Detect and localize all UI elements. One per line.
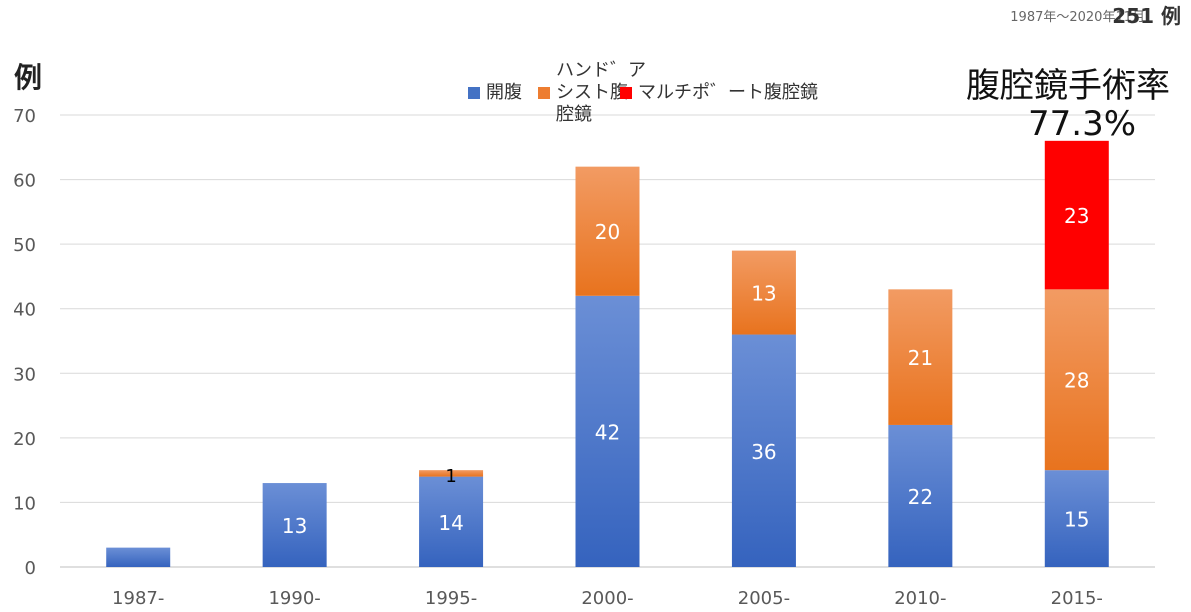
bars (106, 140, 1109, 567)
legend-swatch-red (620, 87, 632, 99)
bar-value-label: 1 (445, 466, 456, 487)
x-tick-label: 1987- (112, 588, 164, 609)
y-tick-label: 20 (13, 429, 36, 450)
bar-segment (419, 476, 484, 567)
laparoscopic-rate-title: 腹腔鏡手術率 (966, 66, 1170, 106)
y-tick-label: 60 (13, 171, 36, 192)
bar-value-label: 13 (751, 282, 776, 306)
legend-swatch-orange (538, 87, 550, 99)
x-tick-label: 2015- (1051, 588, 1103, 609)
data-labels: 13 14 1 42 20 36 13 22 21 15 28 23 (282, 204, 1090, 538)
y-tick-label: 70 (13, 106, 36, 127)
bar-segment (731, 334, 796, 567)
bar-value-label: 13 (282, 514, 307, 538)
bar-segment (888, 424, 953, 567)
legend-item-multiport: マルチポ゛ート腹腔鏡 (620, 82, 818, 104)
bar-value-label: 15 (1064, 508, 1089, 532)
bar-segment (575, 295, 640, 567)
x-tick-label: 2010- (894, 588, 946, 609)
bar-value-label: 14 (438, 511, 463, 535)
y-tick-label: 10 (13, 493, 36, 514)
bar-segment (1044, 140, 1109, 290)
bar-value-label: 42 (595, 420, 620, 444)
x-tick-label: 1995- (425, 588, 477, 609)
y-tick-label: 30 (13, 364, 36, 385)
bar-segment (1044, 470, 1109, 567)
y-tick-label: 40 (13, 300, 36, 321)
x-tick-label: 1990- (268, 588, 320, 609)
legend-label-open: 開腹 (486, 82, 522, 103)
bar-value-label: 20 (595, 220, 620, 244)
total-count: 251 例 (1112, 4, 1181, 28)
x-tick-label: 2005- (738, 588, 790, 609)
legend-item-hand-assist: ハンド゛ア シスト腹 腔鏡 (538, 60, 646, 126)
bar-value-label: 21 (908, 346, 933, 370)
bar-segment (106, 547, 171, 567)
bar-segment (419, 470, 484, 477)
legend-label-hand-assist: ハンド゛ア シスト腹 腔鏡 (556, 60, 646, 125)
y-tick-label: 50 (13, 235, 36, 256)
laparoscopic-rate-value: 77.3% (1028, 104, 1137, 144)
bar-segment (1044, 289, 1109, 471)
x-tick-labels: 1987- 1990- 1995- 2000- 2005- 2010- 2015- (112, 588, 1103, 609)
y-tick-label: 0 (25, 558, 36, 579)
legend-swatch-blue (468, 87, 480, 99)
bar-value-label: 22 (908, 485, 933, 509)
x-tick-label: 2000- (581, 588, 633, 609)
y-axis-label: 例 (14, 61, 43, 94)
bar-value-label: 23 (1064, 204, 1089, 228)
bar-segment (262, 483, 327, 567)
legend-item-open: 開腹 (468, 82, 522, 104)
bar-value-label: 28 (1064, 369, 1089, 393)
bar-segment (575, 166, 640, 296)
bar-segment (888, 289, 953, 425)
bar-value-label: 36 (751, 440, 776, 464)
period-text: 1987年〜2020年11月 (1010, 10, 1145, 25)
y-tick-labels: 0 10 20 30 40 50 60 70 (13, 106, 36, 579)
legend-label-multiport: マルチポ゛ート腹腔鏡 (638, 82, 818, 103)
bar-segment (731, 250, 796, 335)
